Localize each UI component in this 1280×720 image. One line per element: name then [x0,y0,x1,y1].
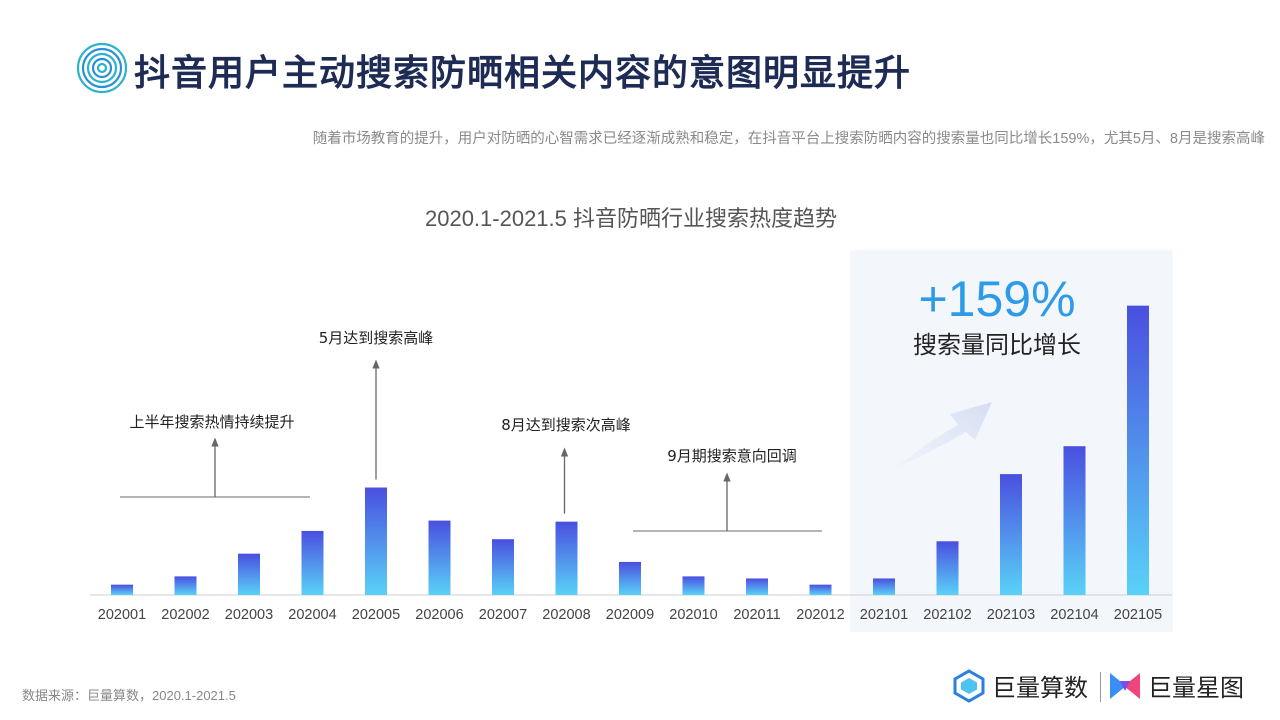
page-title: 抖音用户主动搜索防晒相关内容的意图明显提升 [134,53,912,94]
bar-chart: 202001 202002 202003 202004 202005 202006 2020… [90,250,1173,632]
bar-202103 [1000,474,1022,595]
bar-202004 [301,530,324,595]
bar-202104 [1063,446,1086,595]
x-tick-label: 202104 [1050,607,1098,623]
x-tick-label: 202005 [352,607,400,623]
x-tick-label: 202003 [225,607,273,623]
footer-logos: 巨量算数 巨量星图 [952,668,1252,708]
x-tick-label: 202004 [288,607,336,623]
x-tick-label: 202007 [479,607,527,623]
title-logo-icon [76,42,128,94]
highlight-value: +159% [918,271,1075,327]
x-tick-label: 202006 [415,607,463,623]
logo-juliang-suanshu: 巨量算数 [952,668,1088,703]
xingtu-logo-icon [1110,672,1140,699]
x-tick-label: 202009 [606,607,654,623]
logo-b-text: 巨量星图 [1148,674,1244,702]
bar-202009 [619,561,641,595]
logo-juliang-xingtu: 巨量星图 [1108,668,1244,703]
x-tick-label: 202011 [733,607,780,623]
annotation-2-label: 5月达到搜索高峰 [319,329,434,347]
bar-202102 [936,541,959,595]
bar-202006 [428,520,451,595]
annotation-4-label: 9月期搜索意向回调 [667,447,797,465]
bar-202005 [365,487,387,595]
x-tick-label: 202002 [161,607,209,623]
bar-202002 [174,576,197,595]
annotation-1-label: 上半年搜索热情持续提升 [129,413,294,431]
bar-202001 [111,584,133,595]
annotation-3-label: 8月达到搜索次高峰 [501,416,631,434]
data-source-note: 数据来源：巨量算数，2020.1-2021.5 [22,688,236,703]
bar-202003 [238,553,260,595]
chart-title: 2020.1-2021.5 抖音防晒行业搜索热度趋势 [424,206,838,231]
x-tick-label: 202010 [669,607,717,623]
x-tick-label: 202008 [542,607,590,623]
bar-202105 [1127,305,1149,595]
highlight-label: 搜索量同比增长 [913,331,1081,359]
bar-202010 [682,576,705,595]
x-tick-label: 202001 [98,607,146,623]
page-subtitle: 随着市场教育的提升，用户对防晒的心智需求已经逐渐成熟和稳定，在抖音平台上搜索防晒… [312,131,1265,147]
x-tick-label: 202103 [987,607,1035,623]
bar-202008 [555,521,578,595]
x-tick-label: 202012 [796,607,844,623]
x-tick-label: 202105 [1114,607,1162,623]
bar-202011 [746,578,768,595]
suanshu-logo-icon [953,668,985,703]
x-tick-label: 202101 [860,607,908,623]
bar-202007 [492,539,514,595]
logo-divider [1100,672,1101,702]
growth-arrow-icon [896,402,992,468]
x-tick-label: 202102 [923,607,971,623]
bar-202101 [873,578,895,595]
bar-202012 [809,584,832,595]
logo-a-text: 巨量算数 [992,674,1088,702]
